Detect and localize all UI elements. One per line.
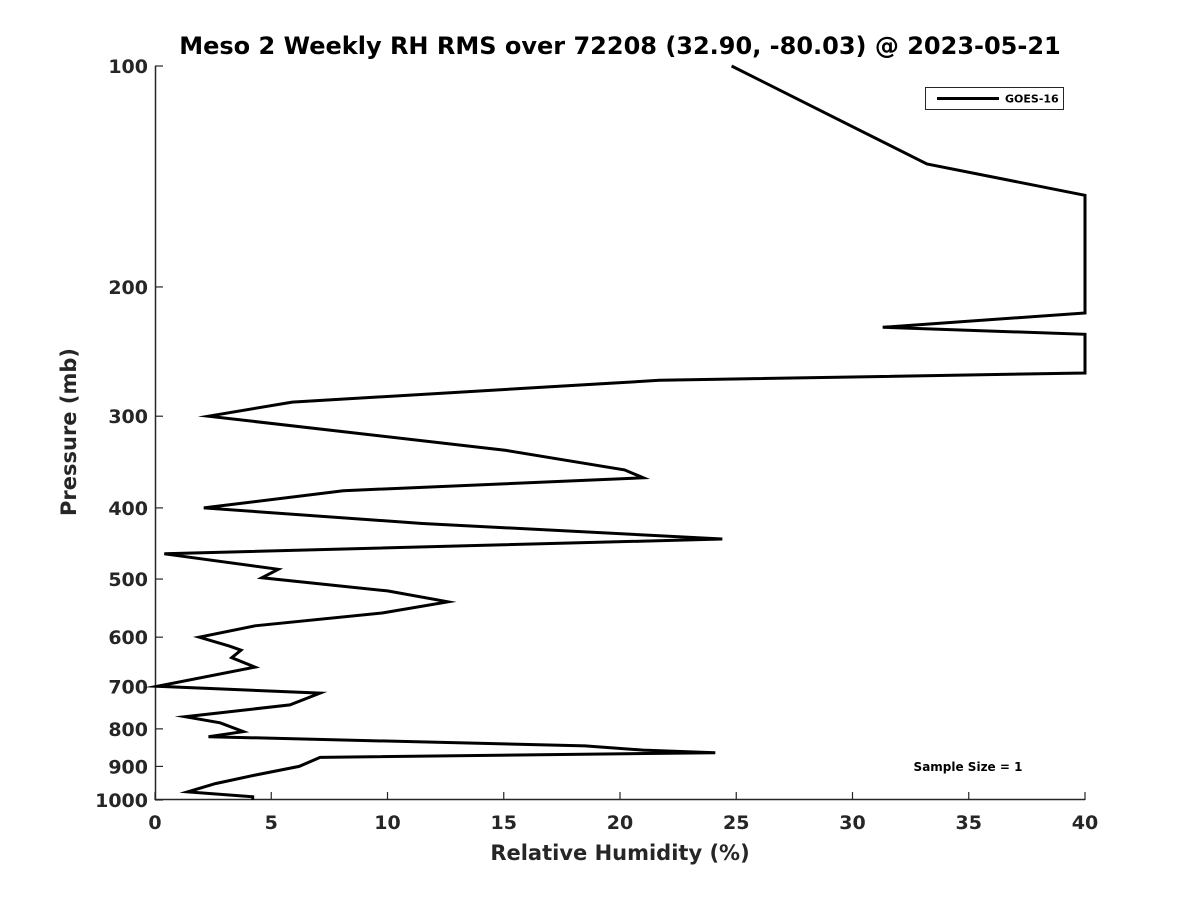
y-ticks: 100 200 300 400 500 600 700 800 900 1000 xyxy=(95,56,163,812)
y-tick-label: 200 xyxy=(108,277,148,299)
series-line-goes-16 xyxy=(144,64,1087,800)
legend-label: GOES-16 xyxy=(1005,93,1059,106)
x-tick-label: 0 xyxy=(148,812,161,834)
x-tick-label: 15 xyxy=(491,812,517,834)
plot-area: 0 5 10 15 20 25 30 35 40 100 200 300 400 500 600 700 80… xyxy=(95,56,1098,834)
x-tick-label: 20 xyxy=(607,812,633,834)
y-tick-label: 900 xyxy=(108,756,148,778)
x-ticks: 0 5 10 15 20 25 30 35 40 xyxy=(148,792,1098,834)
y-tick-label: 800 xyxy=(108,719,148,741)
x-tick-label: 35 xyxy=(956,812,982,834)
chart-title: Meso 2 Weekly RH RMS over 72208 (32.90, … xyxy=(179,32,1061,60)
y-tick-label: 300 xyxy=(108,406,148,428)
x-tick-label: 30 xyxy=(839,812,865,834)
y-tick-label: 100 xyxy=(108,56,148,78)
x-tick-label: 40 xyxy=(1072,812,1098,834)
y-tick-label: 500 xyxy=(108,569,148,591)
x-tick-label: 25 xyxy=(723,812,749,834)
sample-size-annotation: Sample Size = 1 xyxy=(914,760,1023,774)
y-tick-label: 700 xyxy=(108,676,148,698)
y-tick-label: 600 xyxy=(108,627,148,649)
x-axis-label: Relative Humidity (%) xyxy=(490,841,749,865)
y-tick-label: 1000 xyxy=(95,790,148,812)
y-tick-label: 400 xyxy=(108,498,148,520)
x-tick-label: 10 xyxy=(374,812,400,834)
legend: GOES-16 xyxy=(925,87,1064,110)
x-tick-label: 5 xyxy=(265,812,278,834)
y-axis-label: Pressure (mb) xyxy=(57,348,81,516)
